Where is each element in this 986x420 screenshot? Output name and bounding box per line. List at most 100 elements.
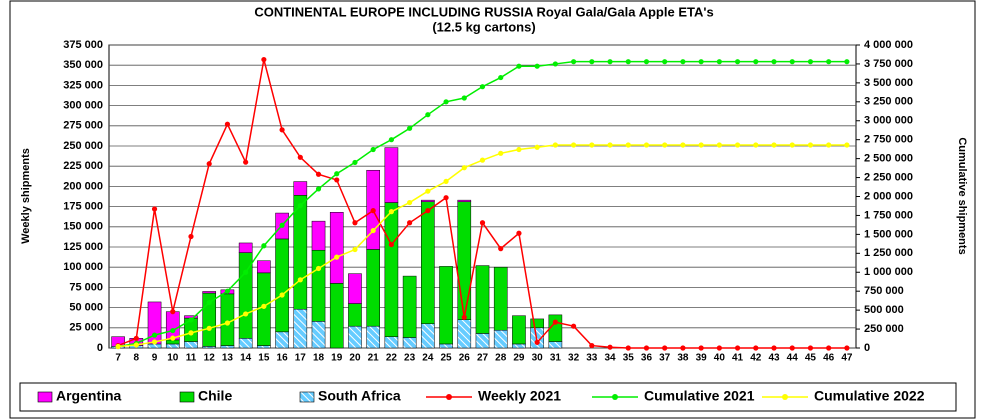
marker	[279, 292, 285, 298]
bar	[548, 314, 563, 342]
legend-marker	[612, 394, 618, 400]
marker	[443, 178, 449, 184]
bar	[329, 212, 344, 284]
marker	[534, 63, 540, 69]
chart-subtitle: (12.5 kg cartons)	[432, 19, 535, 34]
y2-tick-label: 750 000	[864, 285, 904, 297]
marker	[261, 56, 267, 63]
legend-swatch	[37, 391, 53, 403]
bar	[238, 338, 253, 349]
x-tick-label: 15	[258, 353, 270, 364]
bar	[384, 336, 399, 349]
marker	[716, 345, 722, 351]
y2-tick-label: 1 750 000	[864, 209, 913, 221]
bar	[384, 202, 399, 337]
marker	[844, 142, 850, 148]
marker	[771, 345, 777, 351]
marker	[370, 227, 376, 234]
y2-tick-label: 3 000 000	[864, 115, 913, 127]
y-tick-label: 275 000	[63, 120, 103, 132]
marker	[243, 159, 249, 165]
bar	[220, 293, 235, 346]
y2-tick-label: 1 250 000	[864, 247, 913, 259]
x-tick-label: 41	[732, 353, 744, 364]
marker	[243, 269, 249, 275]
marker	[698, 59, 704, 65]
y2-tick-label: 2 000 000	[864, 190, 913, 202]
x-tick-label: 44	[787, 353, 799, 364]
y-tick-label: 200 000	[63, 180, 103, 192]
marker	[643, 345, 650, 351]
x-tick-label: 19	[331, 353, 343, 364]
chart-border	[9, 0, 976, 419]
marker	[662, 345, 668, 351]
marker	[698, 345, 704, 351]
y-tick-label: 350 000	[63, 59, 103, 71]
marker	[352, 220, 358, 226]
marker	[370, 146, 376, 153]
marker	[716, 59, 722, 65]
y-tick-label: 50 000	[69, 302, 103, 314]
marker	[625, 59, 631, 65]
marker	[734, 59, 741, 65]
marker	[352, 159, 358, 166]
bar	[457, 319, 472, 349]
marker	[334, 177, 340, 183]
marker	[315, 265, 322, 272]
legend-label: Cumulative 2021	[644, 388, 755, 404]
y-tick-label: 250 000	[63, 140, 103, 152]
marker	[479, 84, 486, 90]
x-tick-label: 46	[823, 353, 835, 364]
legend-label: Chile	[198, 388, 232, 404]
marker	[498, 74, 504, 81]
bar	[366, 325, 380, 349]
marker	[279, 222, 285, 228]
x-tick-label: 38	[677, 353, 689, 364]
bar	[311, 220, 326, 251]
marker	[261, 303, 267, 309]
bar	[257, 272, 271, 346]
bar	[275, 331, 289, 349]
bar	[493, 266, 508, 331]
x-tick-label: 28	[495, 353, 507, 364]
bar	[293, 181, 308, 196]
bar	[202, 291, 217, 294]
y2-tick-label: 250 000	[864, 323, 904, 335]
bar	[457, 199, 472, 203]
bar	[293, 308, 308, 349]
marker	[789, 345, 795, 351]
x-tick-label: 13	[222, 353, 234, 364]
x-tick-label: 30	[532, 353, 544, 364]
marker	[680, 345, 686, 351]
marker	[607, 59, 613, 65]
y2-tick-label: 500 000	[864, 304, 904, 316]
bar	[475, 265, 490, 334]
x-tick-label: 14	[240, 353, 252, 364]
marker	[388, 241, 395, 248]
marker	[826, 59, 832, 65]
bar	[402, 337, 417, 349]
legend-label: Argentina	[56, 388, 122, 404]
bar	[238, 242, 253, 253]
marker	[753, 345, 759, 351]
marker	[789, 59, 795, 65]
bar	[366, 249, 380, 327]
bar	[512, 315, 526, 345]
marker	[662, 59, 668, 65]
x-tick-label: 9	[152, 353, 158, 364]
legend-marker	[446, 394, 452, 400]
y-tick-label: 325 000	[63, 79, 103, 91]
marker	[224, 320, 231, 326]
marker	[461, 95, 467, 101]
marker	[625, 142, 631, 148]
marker	[407, 199, 413, 206]
marker	[297, 277, 303, 283]
y-tick-label: 175 000	[63, 201, 103, 213]
bar	[548, 341, 563, 349]
marker	[716, 142, 722, 148]
y-tick-label: 25 000	[69, 322, 103, 334]
x-tick-label: 12	[204, 353, 216, 364]
y-tick-label: 125 000	[63, 241, 103, 253]
